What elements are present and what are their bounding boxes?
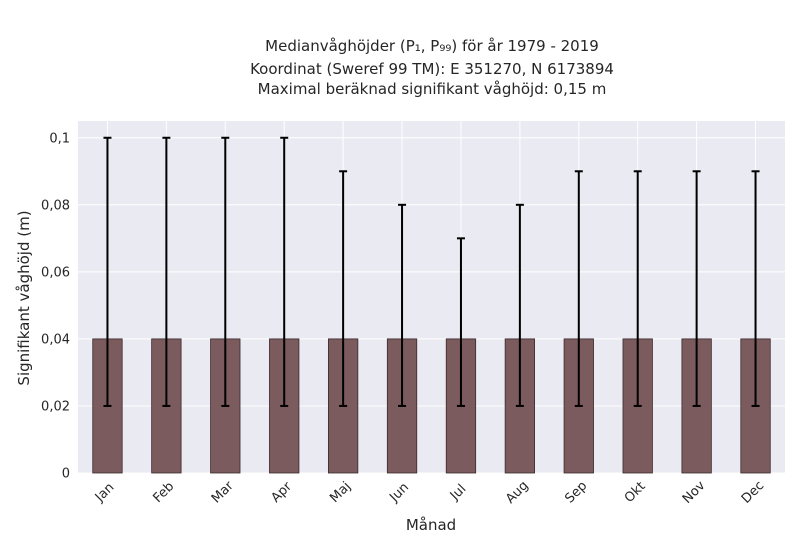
chart-title-line-1: Medianvåghöjder (P₁, P₉₉) för år 1979 - … bbox=[265, 37, 599, 55]
x-axis-label: Månad bbox=[406, 516, 456, 534]
chart-title-line-3: Maximal beräknad signifikant våghöjd: 0,… bbox=[258, 80, 607, 98]
x-tick-label-apr: Apr bbox=[268, 479, 295, 506]
x-tick-label-dec: Dec bbox=[739, 478, 767, 506]
x-tick-label-jul: Jul bbox=[447, 482, 469, 504]
error-bars bbox=[103, 136, 760, 407]
y-axis-label: Signifikant våghöjd (m) bbox=[15, 210, 33, 385]
error-bar-dec bbox=[751, 170, 760, 407]
x-tick-label-jan: Jan bbox=[92, 480, 117, 505]
x-tick-label-aug: Aug bbox=[503, 478, 532, 507]
x-tick-label-mar: Mar bbox=[209, 478, 237, 506]
x-tick-label-sep: Sep bbox=[562, 479, 590, 507]
plot-area bbox=[78, 121, 785, 473]
y-tick-label: 0,06 bbox=[41, 265, 70, 280]
x-tick-label-okt: Okt bbox=[622, 479, 649, 506]
y-tick-label: 0,04 bbox=[41, 332, 70, 347]
error-bar-apr bbox=[280, 136, 289, 407]
x-tick-label-jun: Jun bbox=[386, 480, 412, 506]
error-bar-aug bbox=[515, 203, 524, 407]
error-bar-sep bbox=[574, 170, 583, 407]
x-tick-label-nov: Nov bbox=[680, 478, 709, 507]
error-bar-mar bbox=[221, 136, 230, 407]
error-bar-nov bbox=[692, 170, 701, 407]
error-bar-jul bbox=[456, 237, 465, 407]
error-bar-jan bbox=[103, 136, 112, 407]
error-bar-maj bbox=[339, 170, 348, 407]
chart-title-line-2: Koordinat (Sweref 99 TM): E 351270, N 61… bbox=[250, 60, 614, 78]
error-bar-feb bbox=[162, 136, 171, 407]
x-tick-label-feb: Feb bbox=[150, 479, 177, 506]
error-bar-jun bbox=[398, 203, 407, 407]
y-tick-label: 0,1 bbox=[49, 131, 70, 146]
y-tick-label: 0,02 bbox=[41, 399, 70, 414]
y-tick-label: 0 bbox=[62, 467, 70, 482]
error-bar-okt bbox=[633, 170, 642, 407]
y-axis-ticks: 0 0,02 0,04 0,06 0,08 0,1 bbox=[41, 131, 70, 481]
x-axis-ticks: Jan Feb Mar Apr Maj Jun Jul Aug Sep Okt Nov Dec bbox=[92, 478, 767, 507]
y-tick-label: 0,08 bbox=[41, 198, 70, 213]
x-tick-label-maj: Maj bbox=[327, 479, 354, 506]
